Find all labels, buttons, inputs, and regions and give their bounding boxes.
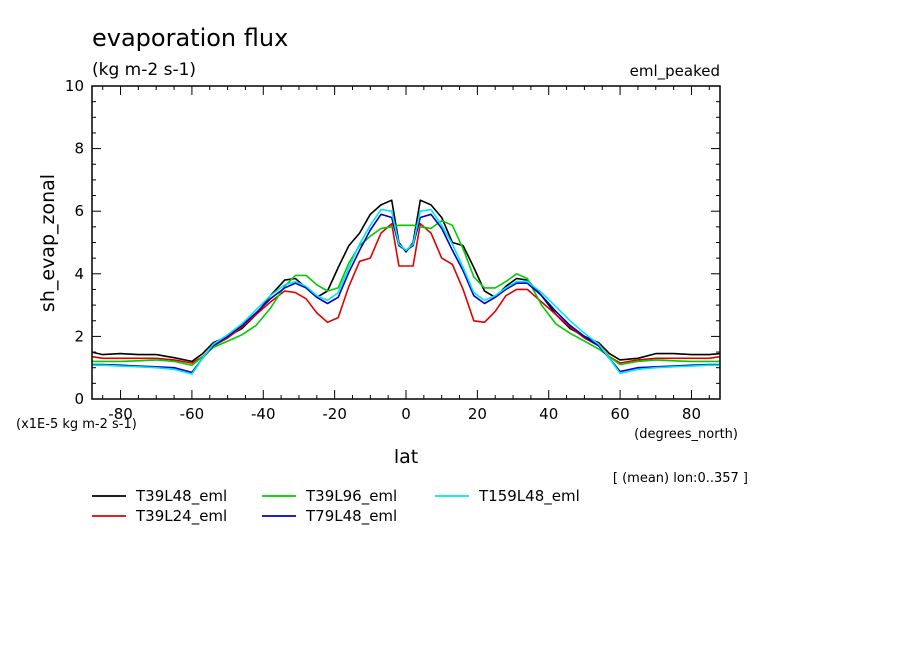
x-tick-label: -20 — [322, 405, 347, 423]
y-axis-units: (x1E-5 kg m-2 s-1) — [16, 417, 137, 432]
y-tick-label: 4 — [74, 265, 84, 283]
plot-frame — [91, 85, 721, 400]
x-axis-label: lat — [394, 446, 418, 468]
y-tick-label: 8 — [74, 140, 84, 158]
chart-subtitle: (kg m-2 s-1) — [92, 60, 196, 80]
x-tick-label: -80 — [108, 405, 133, 423]
experiment-label: eml_peaked — [630, 62, 720, 81]
x-tick-label: 20 — [468, 405, 487, 423]
legend-label-t39l48_eml: T39L48_eml — [135, 487, 227, 506]
chart-title: evaporation flux — [92, 24, 288, 52]
ticks-layer: -80 -60 -40 -20 0 20 40 60 80 0 2 4 6 8 10 — [65, 77, 720, 423]
legend-label-t39l24_eml: T39L24_eml — [135, 507, 227, 526]
x-tick-label: 60 — [611, 405, 630, 423]
x-tick-label: 0 — [401, 405, 411, 423]
series-line-t39l96_eml — [92, 219, 720, 367]
y-tick-label: 10 — [65, 77, 84, 95]
legend-label-t39l96_eml: T39L96_eml — [305, 487, 397, 506]
legend-label-t159l48_eml: T159L48_eml — [478, 487, 580, 506]
x-tick-label: 40 — [539, 405, 558, 423]
series-line-t39l24_eml — [91, 222, 721, 364]
y-tick-label: 6 — [74, 202, 84, 220]
x-tick-label: -40 — [251, 405, 276, 423]
x-axis-units: (degrees_north) — [634, 427, 738, 442]
x-tick-label: -60 — [180, 405, 205, 423]
series-line-t39l48_eml — [91, 199, 721, 363]
y-tick-label: 2 — [74, 327, 84, 345]
series-layer — [91, 199, 721, 375]
y-axis-label: sh_evap_zonal — [37, 174, 59, 312]
x-tick-label: 80 — [682, 405, 701, 423]
series-line-t79l48_eml — [92, 213, 720, 374]
series-line-t159l48_eml — [92, 208, 720, 375]
legend-label-t79l48_eml: T79L48_eml — [305, 507, 397, 526]
y-tick-label: 0 — [74, 390, 84, 408]
averaging-footnote: [ (mean) lon:0..357 ] — [613, 471, 748, 486]
